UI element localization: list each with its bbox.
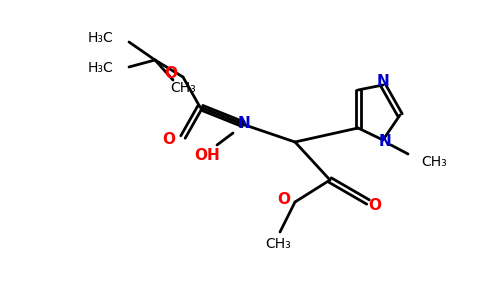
Text: H₃C: H₃C <box>87 61 113 75</box>
Text: OH: OH <box>194 148 220 163</box>
Text: O: O <box>277 193 290 208</box>
Text: N: N <box>238 116 250 131</box>
Text: N: N <box>377 74 389 88</box>
Text: O: O <box>164 65 177 80</box>
Text: O: O <box>162 133 175 148</box>
Text: CH₃: CH₃ <box>265 237 291 251</box>
Text: CH₃: CH₃ <box>421 155 447 169</box>
Text: CH₃: CH₃ <box>170 81 196 95</box>
Text: N: N <box>378 134 392 149</box>
Text: H₃C: H₃C <box>87 31 113 45</box>
Text: O: O <box>368 197 381 212</box>
